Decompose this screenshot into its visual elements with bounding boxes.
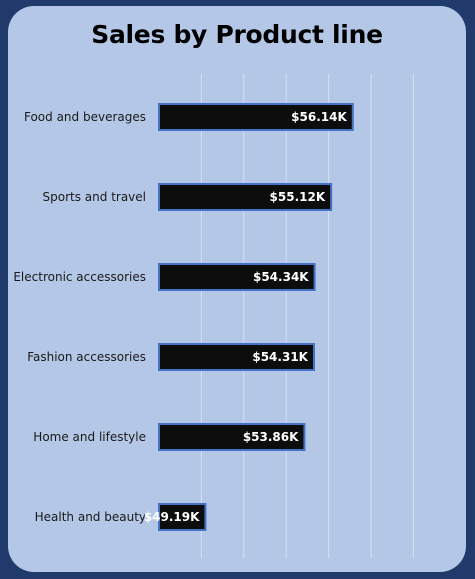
chart-title: Sales by Product line [91,20,383,49]
data-label: $54.31K [252,350,308,364]
bar [158,343,315,371]
category-label: Sports and travel [43,190,146,204]
bar [158,263,316,291]
chart-card: Sales by Product line Food and beverages… [8,6,466,572]
category-label: Health and beauty [35,510,146,524]
data-label: $56.14K [291,110,347,124]
bar-chart: Food and beverages $56.14K Sports and trav… [13,74,414,558]
data-label: $55.12K [270,190,326,204]
category-label: Food and beverages [24,110,146,124]
category-label: Home and lifestyle [33,430,146,444]
data-label: $49.19K [144,510,200,524]
category-label: Electronic accessories [13,270,146,284]
bar [158,423,306,451]
bar [158,183,333,211]
data-label: $54.34K [253,270,309,284]
bar [158,503,207,531]
bar [158,103,354,131]
data-label: $53.86K [243,430,299,444]
category-label: Fashion accessories [27,350,146,364]
